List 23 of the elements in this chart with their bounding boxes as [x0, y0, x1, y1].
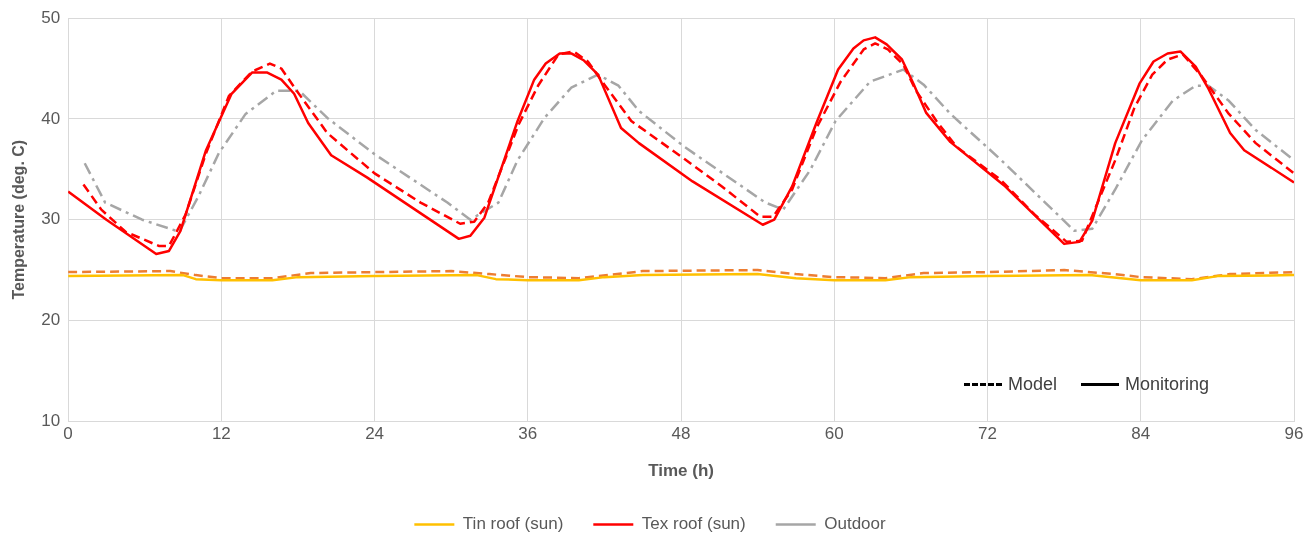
legend-label: Tin roof (sun): [462, 514, 564, 534]
x-tick-label: 12: [211, 424, 231, 444]
x-axis-title: Time (h): [648, 461, 714, 481]
line-series: [83, 68, 1294, 234]
line-series: [68, 268, 1294, 281]
y-tick-label: 40: [41, 108, 61, 128]
x-tick-label: 24: [365, 424, 385, 444]
x-tick-label: 36: [518, 424, 538, 444]
x-tick-label: 48: [671, 424, 691, 444]
x-tick-label: 0: [63, 424, 73, 444]
annotation: Monitoring: [1125, 374, 1210, 396]
legend-label: Tex roof (sun): [641, 514, 746, 534]
y-axis-title: Temperature (deg. C): [10, 139, 28, 300]
x-tick-label: 60: [824, 424, 844, 444]
y-tick-label: 50: [41, 7, 61, 27]
y-tick-label: 20: [41, 310, 61, 330]
y-tick-label: 10: [41, 410, 61, 430]
x-tick-label: 96: [1284, 424, 1304, 444]
annotation: Model: [1008, 374, 1058, 396]
legend-label: Outdoor: [824, 514, 886, 534]
x-tick-label: 72: [978, 424, 997, 444]
y-tick-label: 30: [41, 209, 61, 229]
x-tick-label: 84: [1131, 424, 1151, 444]
